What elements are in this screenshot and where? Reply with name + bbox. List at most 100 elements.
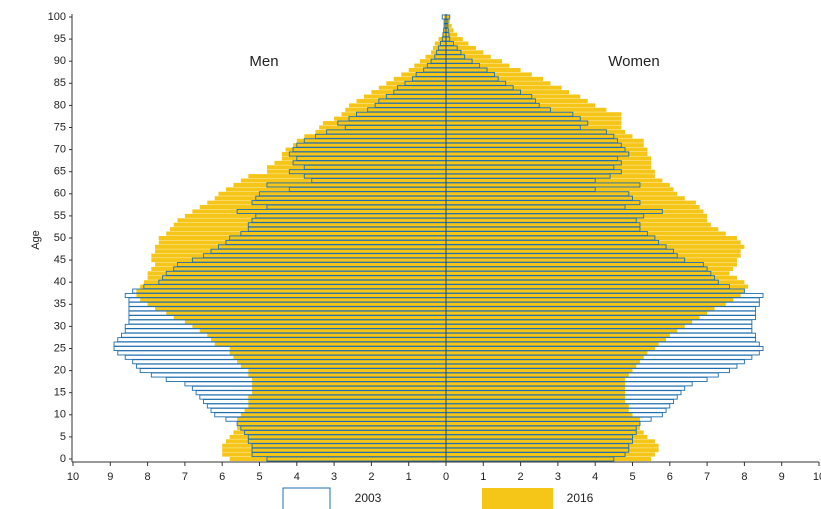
bar xyxy=(446,311,708,316)
bar xyxy=(345,107,446,112)
bar xyxy=(349,103,446,108)
y-tick-label: 95 xyxy=(54,33,66,45)
bar xyxy=(446,200,696,205)
x-tick-label: 9 xyxy=(779,471,785,483)
bar xyxy=(371,90,446,95)
bar xyxy=(147,271,446,276)
bar xyxy=(446,244,745,249)
y-tick-label: 100 xyxy=(48,11,66,23)
y-tick-label: 85 xyxy=(54,77,66,89)
bar xyxy=(414,63,446,68)
bar xyxy=(237,426,446,431)
bar xyxy=(446,324,685,329)
bar xyxy=(446,306,715,311)
bar xyxy=(446,169,655,174)
bar xyxy=(192,324,446,329)
bar xyxy=(184,319,446,325)
x-tick-label: 2 xyxy=(518,471,524,483)
bar xyxy=(446,443,659,448)
x-tick-label: 5 xyxy=(629,471,635,483)
bar xyxy=(446,372,629,378)
bar xyxy=(446,147,648,152)
bar xyxy=(446,342,659,347)
bar xyxy=(446,395,626,400)
bar xyxy=(266,169,446,174)
x-tick-label: 8 xyxy=(145,471,151,483)
bar xyxy=(158,235,447,241)
bar xyxy=(446,421,640,426)
bar xyxy=(446,72,532,77)
bar xyxy=(229,434,446,439)
bar xyxy=(304,134,446,139)
bar xyxy=(158,240,447,245)
bar xyxy=(446,328,678,333)
bar xyxy=(285,147,446,152)
bar xyxy=(431,50,446,55)
bar xyxy=(446,426,640,431)
bar xyxy=(408,68,446,73)
bar xyxy=(446,103,596,108)
bar xyxy=(155,244,446,249)
bar xyxy=(446,408,629,413)
bar xyxy=(266,165,446,170)
bar xyxy=(446,439,655,444)
bar xyxy=(446,209,704,214)
bar xyxy=(240,178,446,183)
bar xyxy=(446,364,637,369)
bar xyxy=(218,191,446,196)
bar xyxy=(322,121,446,126)
bar xyxy=(319,125,446,130)
y-tick-label: 45 xyxy=(54,254,66,266)
bar xyxy=(229,350,446,355)
y-tick-label: 20 xyxy=(54,365,66,377)
bar xyxy=(147,275,446,280)
bar xyxy=(446,280,745,285)
bar xyxy=(225,187,446,192)
x-tick-label: 3 xyxy=(331,471,337,483)
bar xyxy=(177,218,446,223)
bar xyxy=(446,315,700,320)
x-tick-label: 1 xyxy=(406,471,412,483)
bar xyxy=(446,227,719,232)
x-tick-label: 3 xyxy=(555,471,561,483)
bar xyxy=(446,448,659,453)
bar xyxy=(248,174,446,179)
bar xyxy=(446,350,648,355)
bar xyxy=(334,116,446,121)
bar xyxy=(446,417,640,422)
bar xyxy=(446,191,678,196)
bar xyxy=(446,231,726,236)
bar xyxy=(446,107,607,112)
y-tick-label: 0 xyxy=(60,453,66,465)
bar xyxy=(274,160,446,165)
bar xyxy=(446,81,551,86)
bar xyxy=(446,121,622,126)
bar xyxy=(240,364,446,369)
bar xyxy=(192,209,446,214)
bar xyxy=(446,333,670,338)
x-tick-label: 4 xyxy=(294,471,300,483)
bar xyxy=(248,368,446,373)
bar xyxy=(222,448,446,453)
bar xyxy=(446,319,693,325)
bar xyxy=(446,403,629,408)
y-tick-label: 65 xyxy=(54,166,66,178)
y-tick-label: 90 xyxy=(54,55,66,67)
bar xyxy=(446,359,640,364)
bar xyxy=(446,205,700,210)
bar xyxy=(151,266,446,271)
bar xyxy=(136,289,446,294)
bar xyxy=(446,434,648,439)
bar xyxy=(248,403,446,408)
bar xyxy=(240,412,446,417)
bar xyxy=(237,421,446,426)
bar xyxy=(446,456,652,462)
y-tick-label: 30 xyxy=(54,320,66,332)
bar xyxy=(225,439,446,444)
bar xyxy=(446,240,741,245)
bar xyxy=(222,452,446,457)
bar xyxy=(233,182,446,187)
y-tick-label: 55 xyxy=(54,210,66,222)
bar xyxy=(446,293,741,298)
bar xyxy=(419,59,446,64)
